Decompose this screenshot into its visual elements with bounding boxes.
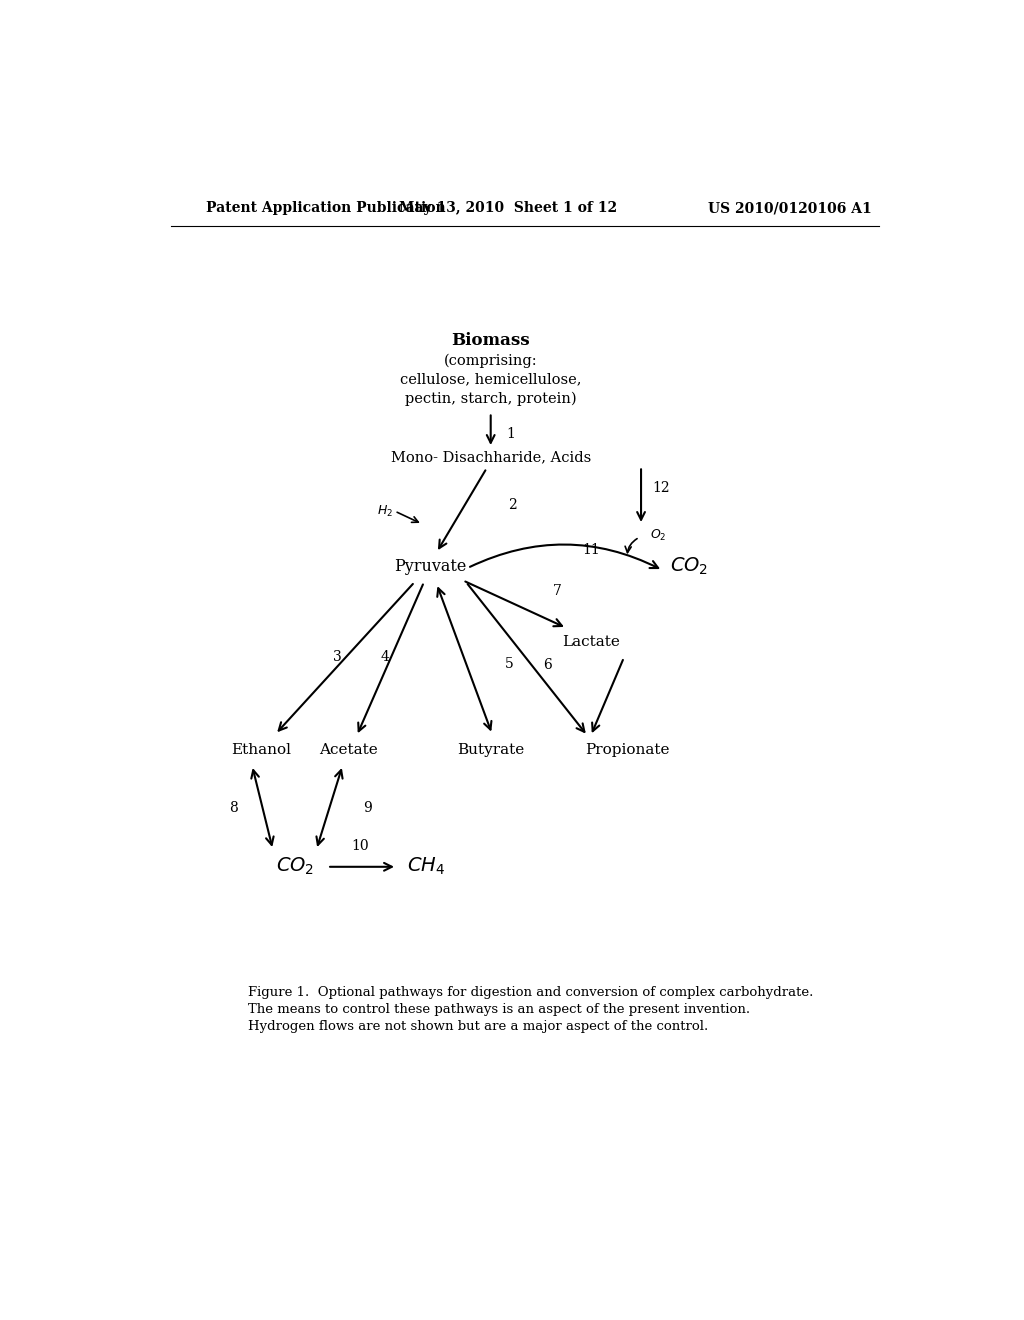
Text: Pyruvate: Pyruvate xyxy=(394,558,467,576)
Text: Acetate: Acetate xyxy=(319,743,378,756)
Text: Patent Application Publication: Patent Application Publication xyxy=(206,202,445,215)
Text: 10: 10 xyxy=(351,840,370,853)
Text: 3: 3 xyxy=(333,651,342,664)
Text: 5: 5 xyxy=(505,657,513,672)
Text: 6: 6 xyxy=(544,659,552,672)
Text: $CH_4$: $CH_4$ xyxy=(408,857,445,878)
Text: US 2010/0120106 A1: US 2010/0120106 A1 xyxy=(709,202,872,215)
Text: Biomass: Biomass xyxy=(452,333,530,350)
Text: $CO_2$: $CO_2$ xyxy=(671,556,709,577)
Text: Propionate: Propionate xyxy=(586,743,670,756)
Text: Mono- Disachharide, Acids: Mono- Disachharide, Acids xyxy=(390,450,591,465)
Text: 9: 9 xyxy=(362,801,372,816)
Text: 7: 7 xyxy=(553,585,561,598)
Text: 4: 4 xyxy=(381,651,390,664)
Text: Butyrate: Butyrate xyxy=(457,743,524,756)
Text: (comprising:
cellulose, hemicellulose,
pectin, starch, protein): (comprising: cellulose, hemicellulose, p… xyxy=(400,354,582,405)
Text: 1: 1 xyxy=(506,428,515,441)
Text: 11: 11 xyxy=(583,543,600,557)
Text: Figure 1.  Optional pathways for digestion and conversion of complex carbohydrat: Figure 1. Optional pathways for digestio… xyxy=(248,986,813,999)
Text: $H_2$: $H_2$ xyxy=(377,503,393,519)
Text: Hydrogen flows are not shown but are a major aspect of the control.: Hydrogen flows are not shown but are a m… xyxy=(248,1020,709,1034)
Text: 12: 12 xyxy=(652,480,670,495)
Text: Lactate: Lactate xyxy=(562,635,621,649)
Text: The means to control these pathways is an aspect of the present invention.: The means to control these pathways is a… xyxy=(248,1003,751,1016)
Text: 8: 8 xyxy=(229,801,238,816)
Text: 2: 2 xyxy=(508,498,516,512)
Text: $O_2$: $O_2$ xyxy=(650,528,667,543)
Text: $CO_2$: $CO_2$ xyxy=(275,857,313,878)
Text: Ethanol: Ethanol xyxy=(231,743,291,756)
Text: May 13, 2010  Sheet 1 of 12: May 13, 2010 Sheet 1 of 12 xyxy=(398,202,616,215)
